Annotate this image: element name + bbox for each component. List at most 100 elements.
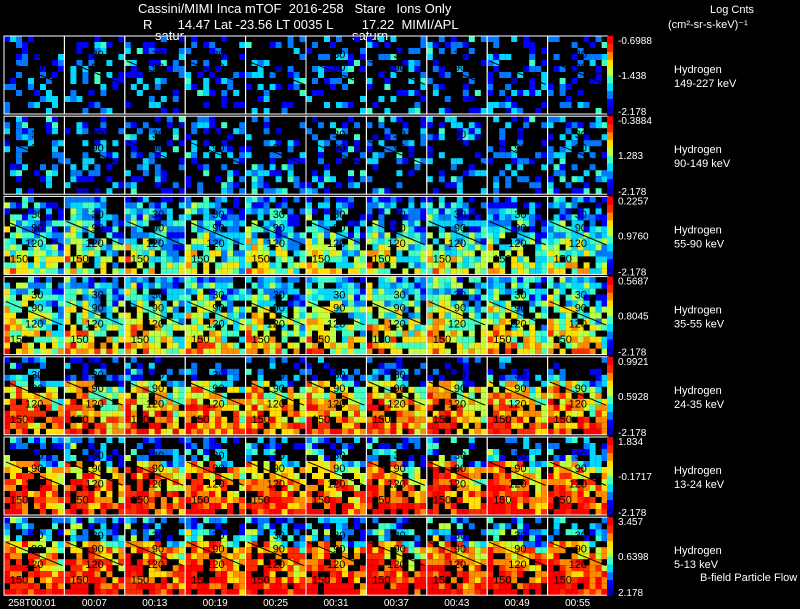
heat-cell	[293, 176, 300, 183]
heat-cell	[46, 491, 52, 497]
heat-cell	[541, 84, 548, 90]
heat-cell	[468, 398, 475, 405]
heat-cell	[487, 276, 494, 283]
field-line	[66, 301, 123, 326]
heat-cell	[336, 182, 342, 189]
colorbar-step	[607, 292, 613, 301]
heat-cell	[420, 214, 427, 221]
heat-cell	[493, 232, 500, 239]
heat-cell	[420, 416, 427, 423]
heat-cell	[178, 479, 185, 485]
heat-cell	[10, 36, 16, 42]
heat-cell	[112, 300, 119, 307]
field-line	[247, 381, 305, 406]
heat-cell	[601, 324, 608, 331]
heat-cell	[474, 244, 481, 251]
heat-cell	[293, 509, 300, 515]
heat-cell	[197, 188, 204, 195]
heat-cell	[432, 392, 439, 399]
heat-cell	[456, 404, 463, 411]
heat-cell	[142, 410, 149, 417]
heat-cell	[493, 276, 500, 283]
heat-cell	[209, 72, 216, 78]
heat-cell	[257, 262, 264, 269]
heat-cell	[444, 497, 451, 503]
heat-cell	[601, 306, 608, 313]
heat-cell	[450, 214, 457, 221]
heat-cell	[366, 491, 373, 497]
heat-cell	[275, 318, 282, 325]
heat-cell	[414, 244, 421, 251]
heat-cell	[16, 36, 22, 42]
heat-cell	[166, 214, 173, 221]
heat-cell	[487, 449, 494, 455]
heat-cell	[342, 232, 348, 239]
heat-cell	[221, 368, 228, 375]
heat-cell	[136, 90, 143, 96]
heat-cell	[52, 422, 58, 429]
heat-cell	[444, 288, 451, 295]
contour-label: 120	[327, 399, 345, 411]
heat-cell	[46, 461, 52, 467]
heat-cell	[535, 202, 542, 209]
heat-cell	[46, 182, 52, 189]
heat-cell	[227, 146, 234, 153]
heat-cell	[203, 42, 210, 48]
heat-cell	[438, 256, 445, 263]
heat-cell	[366, 312, 373, 319]
colorbar-min: -2.178	[618, 428, 647, 439]
heat-cell	[312, 116, 318, 123]
heat-cell	[118, 232, 125, 239]
heat-cell	[408, 202, 415, 209]
heat-cell	[40, 443, 46, 449]
heat-cell	[517, 232, 524, 239]
heat-cell	[4, 244, 10, 251]
heat-cell	[100, 262, 107, 269]
heat-cell	[299, 208, 306, 215]
heat-cell	[293, 300, 300, 307]
heat-cell	[52, 116, 58, 123]
heat-cell	[148, 380, 155, 387]
heat-cell	[76, 48, 83, 54]
heat-cell	[517, 306, 524, 313]
heat-cell	[426, 116, 433, 123]
heat-cell	[106, 485, 113, 491]
heat-cell	[203, 282, 210, 289]
heat-cell	[64, 96, 71, 102]
heat-cell	[178, 386, 185, 393]
heat-cell	[106, 428, 113, 435]
heat-cell	[372, 164, 379, 171]
heat-cell	[112, 503, 119, 509]
heat-cell	[372, 404, 379, 411]
heat-cell	[76, 262, 83, 269]
heat-cell	[239, 324, 246, 331]
heat-cell	[444, 262, 451, 269]
heat-cell	[541, 276, 548, 283]
heat-cell	[191, 122, 198, 129]
heat-cell	[275, 170, 282, 177]
heat-cell	[547, 36, 554, 42]
heat-cell	[287, 467, 294, 473]
heat-cell	[324, 318, 330, 325]
colorbar-step	[607, 419, 613, 428]
heat-cell	[348, 443, 354, 449]
contour-label: 30	[273, 49, 285, 61]
heat-cell	[565, 96, 572, 102]
heat-cell	[577, 60, 584, 66]
heat-cell	[76, 380, 83, 387]
heat-cell	[58, 479, 64, 485]
heat-cell	[378, 491, 385, 497]
heat-cell	[281, 202, 288, 209]
heat-cell	[148, 386, 155, 393]
heat-cell	[487, 202, 494, 209]
heat-cell	[70, 164, 77, 171]
heat-cell	[160, 416, 167, 423]
heat-cell	[553, 380, 560, 387]
heat-cell	[227, 294, 234, 301]
heat-cell	[577, 392, 584, 399]
heat-cell	[88, 244, 95, 251]
heat-cell	[245, 449, 252, 455]
